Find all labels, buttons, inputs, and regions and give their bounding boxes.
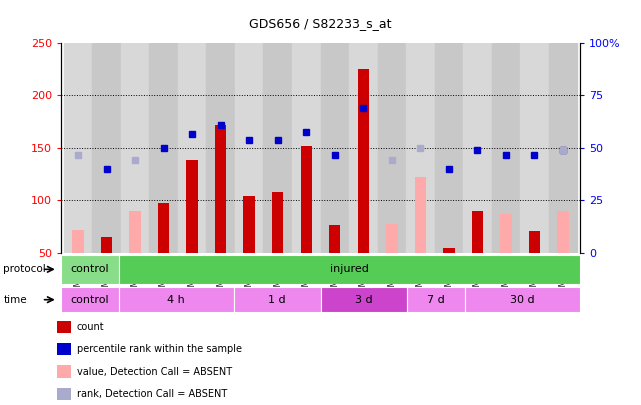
Text: control: control bbox=[71, 295, 109, 305]
Bar bbox=[472, 211, 483, 253]
Bar bbox=[320, 287, 407, 313]
Bar bbox=[187, 160, 198, 253]
Text: value, Detection Call = ABSENT: value, Detection Call = ABSENT bbox=[77, 367, 232, 377]
Bar bbox=[121, 43, 149, 253]
Text: time: time bbox=[3, 295, 27, 305]
Text: 4 h: 4 h bbox=[167, 295, 185, 305]
Bar bbox=[61, 287, 119, 313]
Bar bbox=[415, 177, 426, 253]
Bar bbox=[215, 125, 226, 253]
Bar bbox=[119, 255, 580, 284]
Bar bbox=[320, 43, 349, 253]
Bar bbox=[206, 43, 235, 253]
Bar bbox=[406, 43, 435, 253]
Text: 3 d: 3 d bbox=[355, 295, 372, 305]
Bar bbox=[520, 43, 549, 253]
Bar bbox=[244, 196, 255, 253]
Bar bbox=[529, 231, 540, 253]
Bar bbox=[358, 69, 369, 253]
Bar bbox=[57, 365, 71, 378]
Bar bbox=[378, 43, 406, 253]
Bar bbox=[272, 192, 283, 253]
Bar bbox=[57, 343, 71, 356]
Bar bbox=[234, 287, 320, 313]
Bar bbox=[301, 146, 312, 253]
Bar bbox=[72, 230, 84, 253]
Bar bbox=[61, 255, 119, 284]
Text: rank, Detection Call = ABSENT: rank, Detection Call = ABSENT bbox=[77, 389, 227, 399]
Text: count: count bbox=[77, 322, 104, 332]
Bar bbox=[463, 43, 492, 253]
Bar bbox=[119, 287, 234, 313]
Bar bbox=[492, 43, 520, 253]
Bar bbox=[178, 43, 206, 253]
Bar bbox=[92, 43, 121, 253]
Bar bbox=[57, 321, 71, 333]
Text: percentile rank within the sample: percentile rank within the sample bbox=[77, 344, 242, 354]
Text: 7 d: 7 d bbox=[427, 295, 445, 305]
Bar bbox=[465, 287, 580, 313]
Text: injured: injured bbox=[330, 264, 369, 274]
Bar bbox=[235, 43, 263, 253]
Text: control: control bbox=[71, 264, 109, 274]
Bar bbox=[557, 211, 569, 253]
Bar bbox=[63, 43, 92, 253]
Text: protocol: protocol bbox=[3, 264, 46, 274]
Bar bbox=[149, 43, 178, 253]
Bar bbox=[101, 237, 112, 253]
Bar bbox=[292, 43, 320, 253]
Bar bbox=[349, 43, 378, 253]
Text: 1 d: 1 d bbox=[269, 295, 286, 305]
Bar bbox=[500, 214, 512, 253]
Bar bbox=[549, 43, 578, 253]
Bar bbox=[329, 225, 340, 253]
Bar bbox=[129, 211, 141, 253]
Bar bbox=[57, 388, 71, 400]
Bar bbox=[263, 43, 292, 253]
Text: 30 d: 30 d bbox=[510, 295, 535, 305]
Bar bbox=[386, 224, 397, 253]
Bar bbox=[443, 248, 454, 253]
Bar bbox=[158, 202, 169, 253]
Bar bbox=[435, 43, 463, 253]
Text: GDS656 / S82233_s_at: GDS656 / S82233_s_at bbox=[249, 17, 392, 30]
Bar bbox=[407, 287, 465, 313]
